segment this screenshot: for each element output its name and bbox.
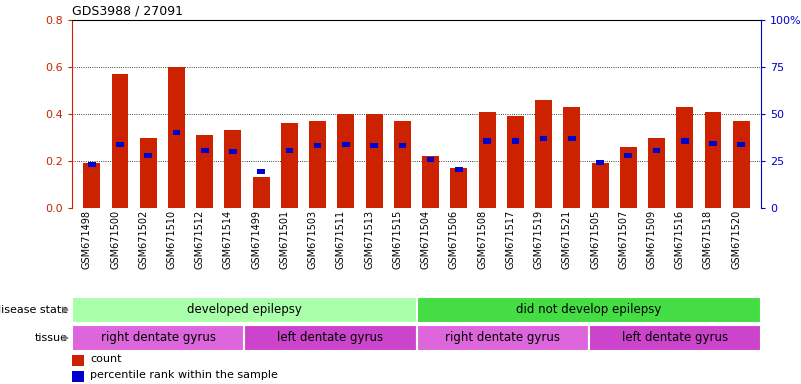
Bar [535,100,552,208]
Bar [72,355,84,366]
Bar [563,107,580,208]
Bar [309,121,326,208]
Text: GSM671502: GSM671502 [139,210,148,269]
Bar [653,148,660,153]
Text: GSM671498: GSM671498 [82,210,92,269]
Text: left dentate gyrus: left dentate gyrus [277,331,384,344]
FancyBboxPatch shape [589,325,761,351]
Bar [507,116,524,208]
Text: GSM671499: GSM671499 [252,210,261,269]
Text: GSM671521: GSM671521 [562,210,572,269]
Bar [337,114,354,208]
Bar [196,135,213,208]
Text: GDS3988 / 27091: GDS3988 / 27091 [72,5,183,17]
Text: disease state: disease state [0,305,68,315]
Bar [342,142,350,147]
Bar [366,114,383,208]
Text: GSM671515: GSM671515 [392,210,402,269]
Text: percentile rank within the sample: percentile rank within the sample [91,370,278,380]
Bar [144,152,152,158]
Text: GSM671509: GSM671509 [646,210,657,269]
Bar [229,149,237,154]
Bar [648,137,665,208]
Text: GSM671519: GSM671519 [533,210,544,269]
Text: GSM671506: GSM671506 [449,210,459,269]
Bar [681,139,689,144]
Bar [455,167,463,172]
Bar [394,121,411,208]
Bar [483,139,491,144]
Bar [370,143,378,148]
FancyBboxPatch shape [417,325,589,351]
Bar [72,371,84,382]
Bar [139,137,157,208]
Text: GSM671504: GSM671504 [421,210,431,269]
Bar [592,163,609,208]
Text: GSM671503: GSM671503 [308,210,318,269]
Text: GSM671501: GSM671501 [280,210,289,269]
Bar [224,131,241,208]
Bar [512,139,519,144]
Bar [116,142,124,147]
Text: GSM671510: GSM671510 [167,210,176,269]
Text: right dentate gyrus: right dentate gyrus [445,331,560,344]
Bar [314,143,321,148]
Text: count: count [91,354,122,364]
Text: GSM671508: GSM671508 [477,210,487,269]
Text: GSM671507: GSM671507 [618,210,628,269]
Text: GSM671513: GSM671513 [364,210,374,269]
Bar [479,112,496,208]
Text: GSM671518: GSM671518 [703,210,713,269]
Bar [201,148,208,153]
FancyBboxPatch shape [244,325,417,351]
Text: GSM671505: GSM671505 [590,210,600,269]
FancyBboxPatch shape [72,297,417,323]
Bar [620,147,637,208]
Bar [540,136,547,141]
Text: GSM671514: GSM671514 [223,210,233,269]
Bar [705,112,722,208]
Bar [286,148,293,153]
Bar [427,157,434,162]
FancyBboxPatch shape [417,297,761,323]
Text: left dentate gyrus: left dentate gyrus [622,331,728,344]
Bar [257,169,265,174]
Bar [450,168,467,208]
Bar [422,156,439,208]
FancyBboxPatch shape [72,325,244,351]
Bar [709,141,717,146]
Bar [596,160,604,165]
Bar [676,107,693,208]
Bar [281,123,298,208]
Text: GSM671517: GSM671517 [505,210,515,269]
Text: GSM671512: GSM671512 [195,210,205,269]
Bar [168,67,185,208]
Bar [111,74,128,208]
Text: right dentate gyrus: right dentate gyrus [101,331,215,344]
Bar [399,143,406,148]
Bar [733,121,750,208]
Text: GSM671511: GSM671511 [336,210,346,269]
Text: GSM671520: GSM671520 [731,210,741,269]
Bar [738,142,745,147]
Text: GSM671500: GSM671500 [110,210,120,269]
Text: developed epilepsy: developed epilepsy [187,303,302,316]
Text: GSM671516: GSM671516 [674,210,685,269]
Bar [83,163,100,208]
Text: tissue: tissue [35,333,68,343]
Bar [625,152,632,158]
Bar [88,162,95,167]
Bar [253,177,270,208]
Bar [568,136,576,141]
Bar [173,130,180,136]
Text: did not develop epilepsy: did not develop epilepsy [516,303,662,316]
